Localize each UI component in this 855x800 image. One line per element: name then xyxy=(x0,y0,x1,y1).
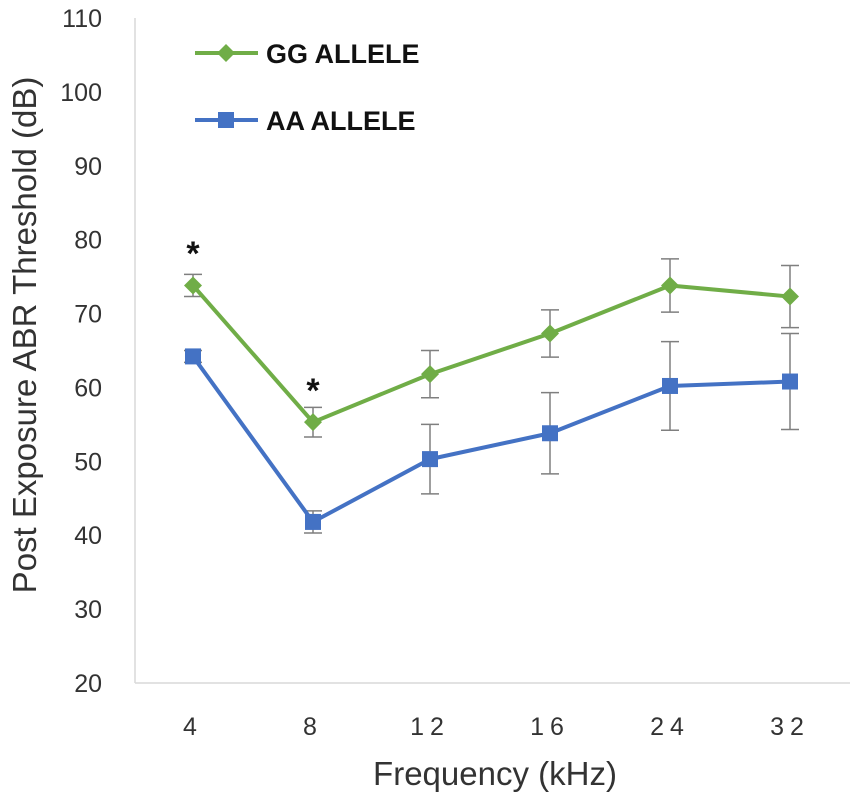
series-layer xyxy=(184,258,799,534)
y-axis-title: Post Exposure ABR Threshold (dB) xyxy=(6,77,43,594)
series-line xyxy=(191,355,791,524)
y-tick-label: 110 xyxy=(62,5,102,33)
y-tick-label: 100 xyxy=(60,79,102,107)
data-point xyxy=(184,276,202,295)
legend-item: AA ALLELE xyxy=(195,106,416,136)
legend-item: GG ALLELE xyxy=(195,39,420,69)
y-tick-label: 20 xyxy=(74,670,102,698)
data-point xyxy=(782,373,798,390)
significance-marker: * xyxy=(306,372,320,410)
legend-label: GG ALLELE xyxy=(266,39,420,69)
data-point xyxy=(661,276,679,295)
y-tick-label: 60 xyxy=(74,374,102,402)
y-tick-label: 50 xyxy=(74,448,102,476)
data-point xyxy=(781,287,799,306)
data-point xyxy=(542,425,558,442)
legend-marker xyxy=(217,44,235,62)
data-point xyxy=(422,451,438,468)
data-point xyxy=(662,377,678,394)
data-point xyxy=(185,348,201,365)
series-0 xyxy=(184,258,799,438)
significance-marker: * xyxy=(186,235,200,273)
x-tick-label: 32 xyxy=(770,713,810,741)
series-line xyxy=(191,283,791,425)
series-1 xyxy=(184,332,799,534)
y-tick-label: 40 xyxy=(74,522,102,550)
annotation-layer: ** xyxy=(186,235,320,410)
x-tick-label: 16 xyxy=(530,713,570,741)
x-tick-label: 12 xyxy=(410,713,450,741)
data-point xyxy=(304,413,322,432)
y-tick-labels: 20 30 40 50 60 70 80 90 100 110 xyxy=(60,5,102,698)
x-tick-labels: 4 8 12 16 24 32 xyxy=(183,713,810,741)
data-point xyxy=(541,324,559,343)
y-tick-label: 70 xyxy=(74,301,102,329)
legend-label: AA ALLELE xyxy=(266,106,416,136)
legend: GG ALLELE AA ALLELE xyxy=(195,39,420,136)
data-point xyxy=(421,365,439,384)
y-tick-label: 80 xyxy=(74,227,102,255)
x-axis-title: Frequency (kHz) xyxy=(373,755,617,792)
x-tick-label: 8 xyxy=(303,713,323,741)
x-tick-label: 4 xyxy=(183,713,203,741)
axes xyxy=(134,18,850,684)
data-point xyxy=(305,513,321,530)
y-tick-label: 90 xyxy=(74,153,102,181)
x-tick-label: 24 xyxy=(650,713,690,741)
legend-marker xyxy=(218,112,234,128)
y-tick-label: 30 xyxy=(74,596,102,624)
